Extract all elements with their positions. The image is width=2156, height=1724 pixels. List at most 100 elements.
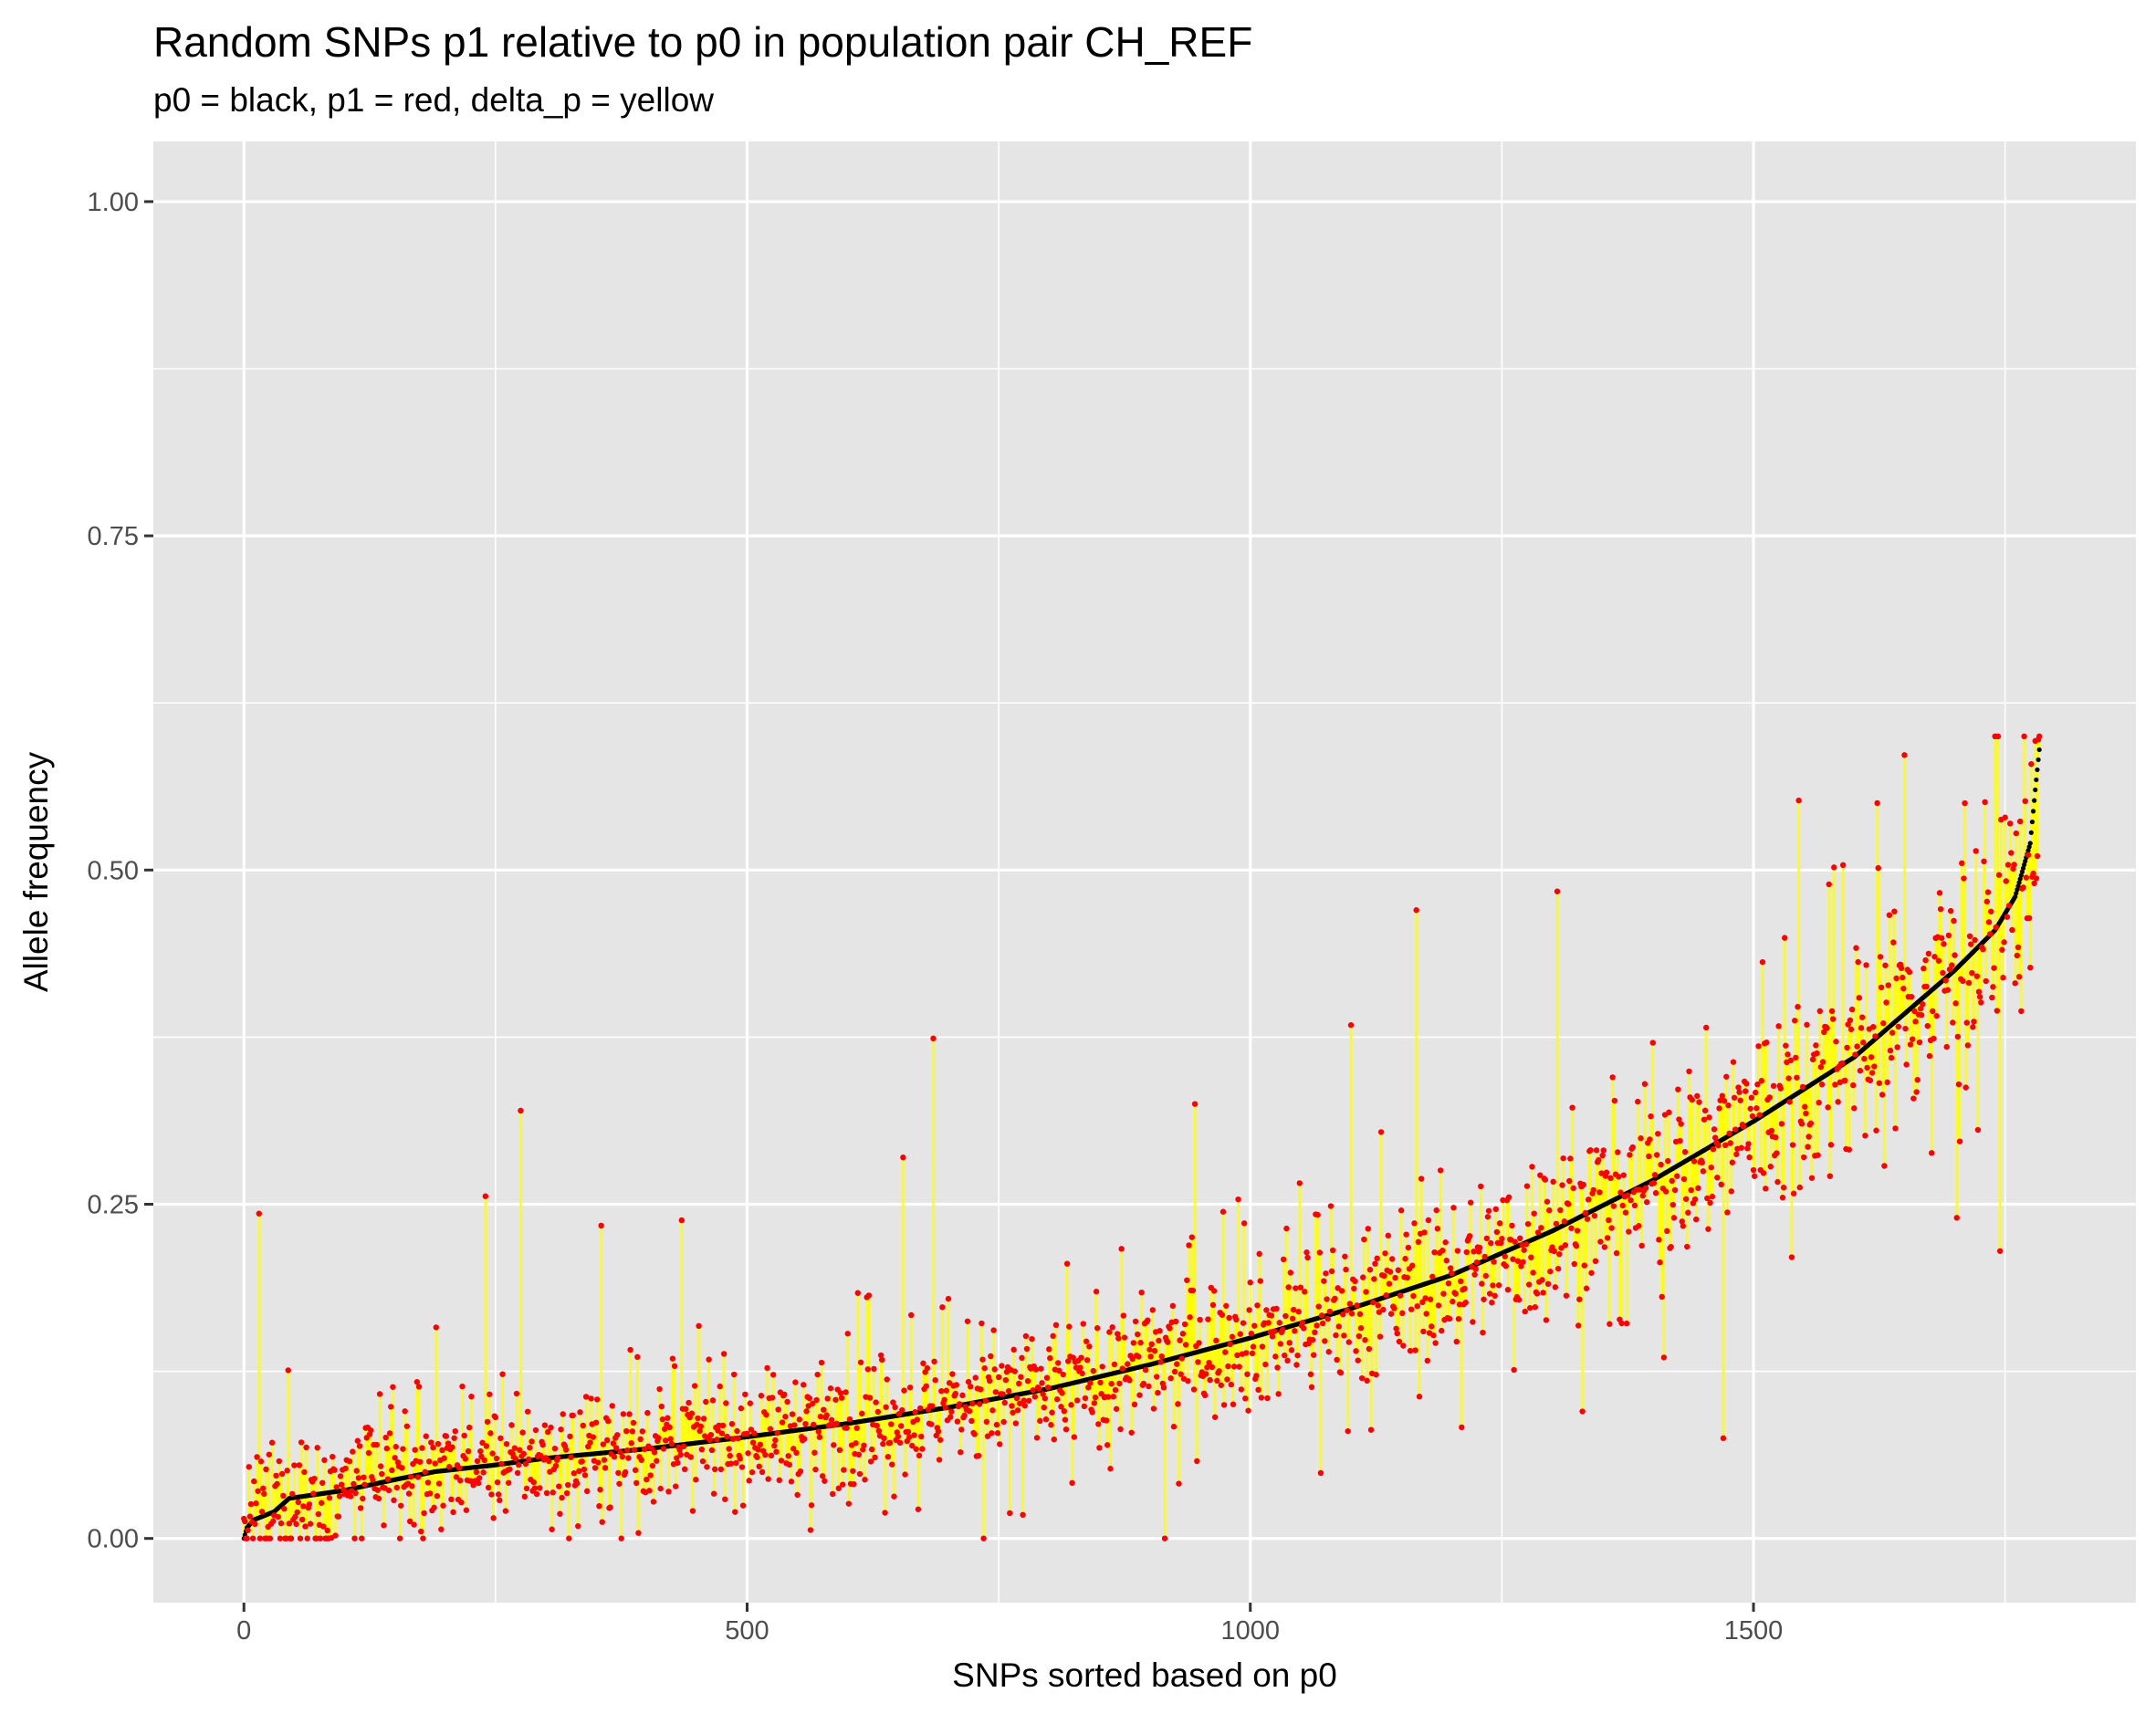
p1-point	[1355, 1357, 1361, 1364]
p1-point	[811, 1421, 817, 1428]
p1-point	[1073, 1397, 1081, 1404]
p1-point	[421, 1510, 427, 1517]
p1-point	[935, 1428, 942, 1435]
p1-point	[1015, 1380, 1022, 1387]
p1-point	[1489, 1300, 1495, 1306]
p1-point	[1613, 1249, 1620, 1257]
chart-subtitle: p0 = black, p1 = red, delta_p = yellow	[153, 81, 714, 119]
p1-point	[541, 1422, 549, 1428]
p1-point	[256, 1210, 262, 1217]
p1-point	[1196, 1340, 1202, 1346]
p1-point	[498, 1460, 505, 1468]
p1-point	[816, 1434, 823, 1440]
p1-point	[332, 1532, 339, 1539]
p1-point	[1097, 1379, 1104, 1386]
p1-point	[1279, 1326, 1286, 1333]
p1-point	[1219, 1311, 1226, 1318]
p1-point	[1434, 1226, 1441, 1232]
p1-point	[877, 1352, 884, 1359]
p1-point	[1316, 1249, 1324, 1256]
p1-point	[945, 1295, 952, 1302]
p1-point	[1556, 1251, 1563, 1258]
p1-point	[1021, 1402, 1028, 1409]
p1-point	[1140, 1380, 1147, 1387]
p1-point	[1648, 1113, 1654, 1120]
p1-point	[831, 1442, 837, 1448]
p1-point	[1604, 1235, 1611, 1241]
p1-point	[968, 1384, 974, 1390]
p1-point	[570, 1470, 578, 1477]
p1-point	[650, 1499, 657, 1505]
p1-point	[1014, 1407, 1021, 1414]
p1-point	[1440, 1290, 1447, 1297]
p1-point	[1636, 1223, 1642, 1229]
p1-point	[989, 1407, 996, 1414]
p1-point	[487, 1430, 494, 1437]
p1-point	[1062, 1426, 1070, 1433]
p1-point	[1229, 1333, 1236, 1340]
p1-point	[1059, 1390, 1065, 1396]
p1-point	[1582, 1209, 1589, 1217]
p1-point	[499, 1371, 506, 1377]
p1-point	[1450, 1298, 1456, 1305]
p1-point	[1161, 1535, 1168, 1541]
p1-point	[286, 1520, 293, 1527]
p1-point	[1520, 1259, 1526, 1265]
p1-point	[837, 1390, 844, 1396]
p1-point	[1570, 1185, 1576, 1192]
p1-point	[1078, 1354, 1084, 1361]
p1-point	[612, 1445, 620, 1451]
p1-point	[811, 1449, 818, 1456]
p1-point	[1437, 1167, 1444, 1174]
p1-point	[790, 1446, 797, 1452]
p1-point	[1394, 1330, 1400, 1337]
p1-point	[875, 1427, 883, 1435]
p1-point	[477, 1447, 484, 1455]
p1-point	[1294, 1352, 1301, 1359]
p1-point	[809, 1400, 816, 1407]
p1-point	[1443, 1258, 1450, 1264]
p1-point	[426, 1490, 434, 1497]
p1-point	[1435, 1302, 1442, 1309]
p1-point	[1191, 1101, 1198, 1107]
p1-point	[1463, 1249, 1470, 1256]
p1-point	[494, 1478, 501, 1486]
p1-points	[241, 733, 2043, 1541]
p1-point	[1527, 1304, 1533, 1311]
p1-point	[1422, 1295, 1429, 1301]
p1-point	[1313, 1322, 1320, 1329]
p1-point	[1219, 1208, 1227, 1215]
p1-point	[601, 1457, 608, 1463]
p0-point	[2015, 883, 2021, 889]
p1-point	[1629, 1144, 1636, 1151]
p1-point	[1651, 1172, 1659, 1178]
p1-point	[1292, 1328, 1298, 1334]
p1-point	[838, 1395, 845, 1401]
p1-point	[457, 1478, 464, 1484]
p1-point	[773, 1448, 780, 1455]
p1-point	[1502, 1253, 1508, 1259]
p1-point	[1263, 1307, 1270, 1313]
p1-point	[1030, 1387, 1036, 1394]
p1-point	[924, 1364, 931, 1372]
p1-point	[1533, 1290, 1541, 1297]
p1-point	[1251, 1322, 1258, 1329]
p1-point	[450, 1509, 456, 1516]
p1-point	[383, 1445, 390, 1452]
p1-point	[794, 1491, 801, 1499]
p1-point	[1397, 1207, 1405, 1214]
p1-point	[1065, 1358, 1072, 1364]
p1-point	[732, 1509, 738, 1515]
p1-point	[1172, 1318, 1179, 1325]
p1-point	[1156, 1337, 1162, 1344]
p1-point	[336, 1493, 343, 1499]
p1-point	[1120, 1312, 1127, 1319]
p1-point	[452, 1427, 458, 1435]
p1-point	[1264, 1395, 1271, 1402]
p1-point	[1565, 1201, 1572, 1207]
p1-point	[943, 1387, 950, 1394]
p1-point	[1413, 907, 1419, 914]
p1-point	[1642, 1185, 1649, 1191]
p1-point	[709, 1397, 717, 1404]
